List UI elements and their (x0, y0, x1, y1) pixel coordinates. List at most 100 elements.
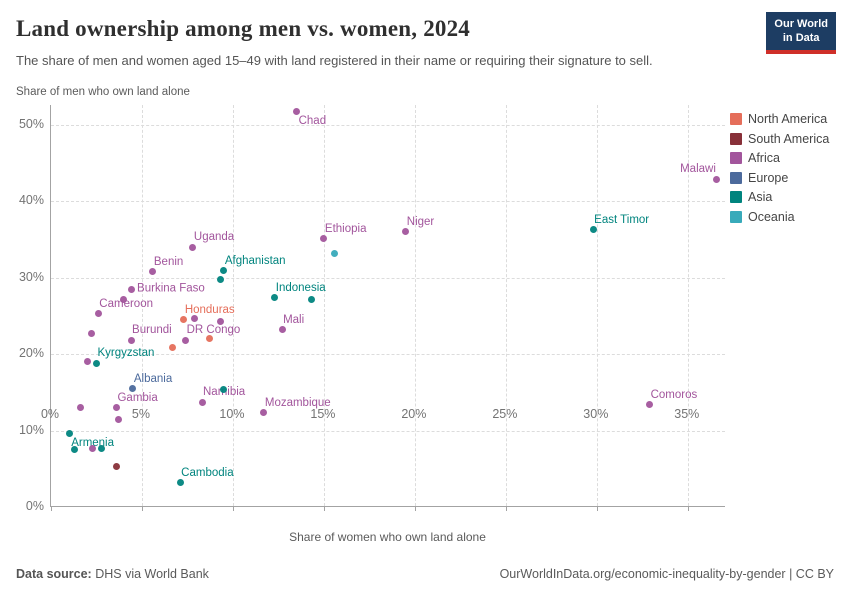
data-point-africa[interactable] (87, 330, 95, 337)
data-point-armenia[interactable] (65, 430, 73, 438)
data-point-africa[interactable] (191, 314, 199, 322)
data-point-east-timor[interactable] (589, 226, 597, 234)
point-label-niger[interactable]: Niger (406, 215, 435, 228)
y-tick-label-50: 50% (18, 116, 44, 131)
point-label-dr-congo[interactable]: DR Congo (186, 324, 241, 337)
footer: Data source: DHS via World Bank OurWorld… (16, 567, 834, 581)
footer-source-text: DHS via World Bank (91, 567, 209, 581)
chart-subtitle: The share of men and women aged 15–49 wi… (16, 53, 653, 68)
point-label-chad[interactable]: Chad (298, 114, 327, 127)
legend-label-north-america: North America (748, 112, 828, 126)
point-label-indonesia[interactable]: Indonesia (275, 281, 326, 294)
point-label-comoros[interactable]: Comoros (650, 388, 698, 401)
x-axis-title: Share of women who own land alone (289, 530, 486, 544)
data-point-honduras[interactable] (180, 316, 188, 324)
point-label-east-timor[interactable]: East Timor (594, 213, 650, 226)
x-tick-label-5: 5% (131, 407, 150, 421)
data-point-africa[interactable] (83, 358, 91, 366)
data-point-dr-congo[interactable] (182, 336, 190, 344)
data-point-mozambique[interactable] (260, 409, 268, 417)
h-gridline-20 (51, 354, 725, 356)
data-point-africa[interactable] (216, 317, 224, 325)
point-label-cambodia[interactable]: Cambodia (181, 466, 234, 479)
point-label-albania[interactable]: Albania (133, 372, 173, 385)
data-point-africa[interactable] (114, 416, 122, 424)
data-point-africa[interactable] (120, 296, 128, 304)
legend-item-south-america[interactable]: South America (730, 132, 829, 146)
data-point-chad[interactable] (293, 108, 301, 116)
data-point-gambia[interactable] (112, 404, 120, 412)
data-point-cameroon[interactable] (94, 310, 102, 318)
point-label-malawi[interactable]: Malawi (680, 163, 716, 176)
y-tick-label-20: 20% (18, 346, 44, 361)
data-point-cambodia[interactable] (176, 479, 184, 487)
point-label-burkina-faso[interactable]: Burkina Faso (137, 282, 205, 295)
point-label-honduras[interactable]: Honduras (184, 303, 235, 316)
data-point-albania[interactable] (129, 385, 137, 393)
v-gridline-20 (414, 105, 416, 506)
data-point-asia[interactable] (220, 385, 228, 393)
data-point-burkina-faso[interactable] (127, 285, 135, 293)
legend-item-oceania[interactable]: Oceania (730, 210, 829, 224)
point-label-cameroon[interactable]: Cameroon (99, 297, 153, 310)
data-point-indonesia[interactable] (271, 294, 279, 302)
data-point-south-america[interactable] (112, 462, 120, 470)
data-point-asia[interactable] (216, 275, 224, 283)
point-label-ethiopia[interactable]: Ethiopia (324, 222, 367, 235)
x-tick-label-15: 15% (310, 407, 336, 421)
data-point-asia[interactable] (98, 445, 106, 453)
y-tick-label-0: 0% (25, 499, 44, 513)
data-point-oceania[interactable] (331, 249, 339, 257)
v-gridline-25 (505, 105, 507, 506)
footer-source: Data source: DHS via World Bank (16, 567, 209, 581)
data-point-africa[interactable] (89, 444, 97, 452)
data-point-kyrgyzstan[interactable] (92, 359, 100, 367)
owid-logo[interactable]: Our World in Data (766, 12, 836, 54)
point-label-gambia[interactable]: Gambia (117, 391, 158, 404)
point-label-kyrgyzstan[interactable]: Kyrgyzstan (97, 347, 155, 360)
data-point-asia[interactable] (71, 446, 79, 454)
point-label-mozambique[interactable]: Mozambique (264, 396, 331, 409)
data-point-niger[interactable] (402, 228, 410, 236)
owid-logo-line2: in Data (782, 32, 820, 45)
legend-label-south-america: South America (748, 131, 830, 146)
legend-swatch-oceania (730, 210, 742, 223)
legend-item-africa[interactable]: Africa (730, 151, 829, 165)
data-point-afghanistan[interactable] (220, 267, 228, 275)
data-point-mali[interactable] (278, 326, 286, 334)
legend-label-oceania: Oceania (748, 209, 795, 224)
x-tick-label-25: 25% (492, 407, 518, 421)
legend-item-europe[interactable]: Europe (730, 171, 829, 185)
footer-source-label: Data source: (16, 567, 92, 581)
data-point-ethiopia[interactable] (320, 235, 328, 243)
point-label-afghanistan[interactable]: Afghanistan (224, 254, 286, 267)
point-label-benin[interactable]: Benin (153, 255, 184, 268)
data-point-asia[interactable] (307, 295, 315, 303)
data-point-comoros[interactable] (646, 401, 654, 409)
owid-logo-line1: Our World (774, 18, 828, 30)
point-label-uganda[interactable]: Uganda (193, 231, 235, 244)
x-tick-mark-10 (232, 507, 234, 511)
data-point-africa[interactable] (76, 404, 84, 412)
x-tick-mark-30 (596, 507, 598, 511)
legend-swatch-north-america (730, 113, 742, 125)
point-label-mali[interactable]: Mali (283, 313, 305, 326)
data-point-malawi[interactable] (713, 175, 721, 183)
point-label-burundi[interactable]: Burundi (132, 324, 172, 337)
footer-link[interactable]: OurWorldInData.org/economic-inequality-b… (499, 567, 834, 581)
data-point-north-america[interactable] (169, 343, 177, 351)
legend-swatch-africa (730, 152, 742, 164)
data-point-namibia[interactable] (198, 398, 206, 406)
h-gridline-50 (51, 124, 725, 126)
data-point-north-america[interactable] (205, 335, 213, 343)
x-tick-label-35: 35% (674, 407, 700, 421)
y-tick-label-10: 10% (18, 422, 44, 437)
data-point-burundi[interactable] (127, 336, 135, 344)
data-point-uganda[interactable] (189, 243, 197, 251)
legend-item-north-america[interactable]: North America (730, 112, 829, 126)
legend-item-asia[interactable]: Asia (730, 190, 829, 204)
data-point-benin[interactable] (149, 268, 157, 276)
x-tick-label-10: 10% (219, 407, 245, 421)
legend-swatch-south-america (730, 132, 742, 145)
chart-title: Land ownership among men vs. women, 2024 (16, 16, 470, 41)
